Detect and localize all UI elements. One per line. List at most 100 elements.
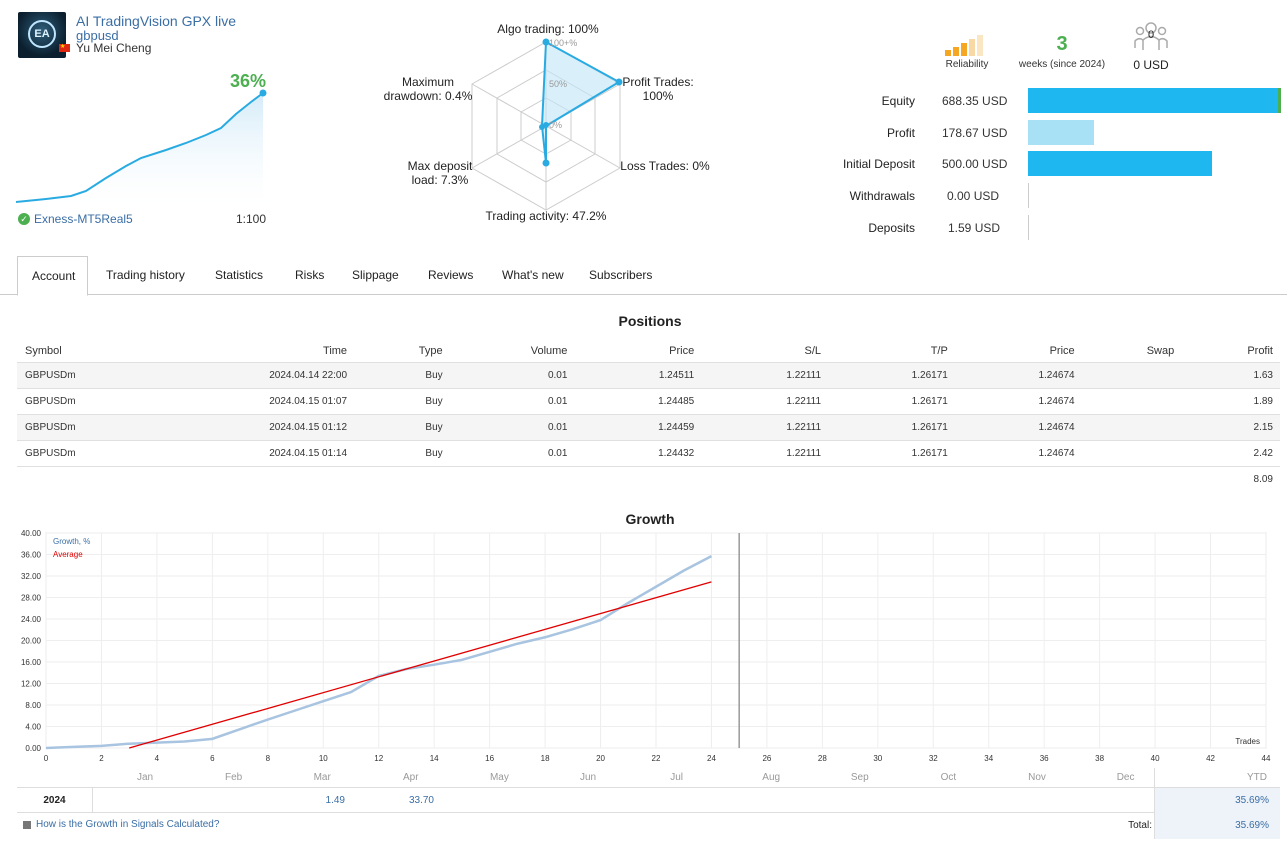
deposits-label: Deposits bbox=[868, 221, 915, 235]
col-symbol[interactable]: Symbol bbox=[25, 344, 62, 357]
position-row: GBPUSDm 2024.04.15 01:07 Buy 0.01 1.24485 1.2… bbox=[17, 387, 1280, 414]
x-tick-label: 8 bbox=[266, 754, 271, 763]
col-swap[interactable]: Swap bbox=[1146, 344, 1175, 357]
x-tick-label: 16 bbox=[485, 754, 494, 763]
x-tick-label: 32 bbox=[929, 754, 938, 763]
broker-link[interactable]: ✓ Exness-MT5Real5 bbox=[18, 212, 133, 226]
cell-current-price: 1.24674 bbox=[947, 439, 1075, 466]
signal-title[interactable]: AI TradingVision GPX live bbox=[76, 13, 237, 29]
x-tick-label: 0 bbox=[44, 754, 49, 763]
total-row: How is the Growth in Signals Calculated?… bbox=[17, 813, 1280, 839]
withdrawals-bar bbox=[1028, 183, 1029, 208]
y-tick-label: 4.00 bbox=[25, 723, 41, 732]
radar-profit-value: 100% bbox=[642, 89, 674, 103]
author-name[interactable]: Yu Mei Cheng bbox=[76, 41, 152, 55]
cell-profit: 2.15 bbox=[1174, 413, 1280, 440]
radar-profit-trades: Profit Trades: 100% bbox=[618, 75, 698, 103]
month-jul: Jul bbox=[670, 772, 683, 783]
initial-deposit-label: Initial Deposit bbox=[842, 157, 915, 171]
year-label: 2024 bbox=[43, 795, 66, 806]
tab-trading-history[interactable]: Trading history bbox=[106, 268, 185, 282]
broker-name[interactable]: Exness-MT5Real5 bbox=[34, 212, 133, 226]
x-axis-label: Trades bbox=[1235, 737, 1260, 746]
tab-statistics[interactable]: Statistics bbox=[215, 268, 264, 282]
positions-header-row: Symbol Time Type Volume Price S/L T/P Pr… bbox=[17, 340, 1280, 362]
tab-account[interactable]: Account bbox=[17, 256, 88, 296]
radar-scale-50: 50% bbox=[549, 79, 567, 89]
cell-current-price: 1.24674 bbox=[947, 361, 1075, 388]
profit-label: Profit bbox=[886, 126, 915, 140]
x-tick-label: 4 bbox=[155, 754, 160, 763]
col-profit[interactable]: Profit bbox=[1247, 344, 1273, 357]
y-tick-label: 32.00 bbox=[21, 572, 42, 581]
cell-symbol: GBPUSDm bbox=[17, 413, 138, 440]
radar-scale-100: 100+% bbox=[549, 38, 577, 48]
month-mar: Mar bbox=[313, 772, 331, 783]
subscribers-icon bbox=[1134, 22, 1168, 50]
radar-profit-label: Profit Trades: bbox=[622, 75, 694, 89]
weeks-number: 3 bbox=[1056, 33, 1068, 55]
cell-symbol: GBPUSDm bbox=[17, 439, 138, 466]
y-tick-label: 12.00 bbox=[21, 680, 42, 689]
cell-swap bbox=[1074, 439, 1175, 466]
total-label: Total: bbox=[1128, 820, 1152, 831]
tab-whats-new[interactable]: What's new bbox=[502, 268, 564, 282]
reliability-label: Reliability bbox=[945, 59, 989, 70]
col-current-price[interactable]: Price bbox=[1049, 344, 1075, 357]
cell-symbol: GBPUSDm bbox=[17, 361, 138, 388]
year-mar-value: 1.49 bbox=[325, 795, 345, 806]
cell-profit: 1.89 bbox=[1174, 387, 1280, 414]
cell-price: 1.24459 bbox=[567, 413, 695, 440]
cell-swap bbox=[1074, 361, 1175, 388]
col-time[interactable]: Time bbox=[323, 344, 348, 357]
radar-loss-trades: Loss Trades: 0% bbox=[620, 159, 710, 173]
cell-price: 1.24432 bbox=[567, 439, 695, 466]
positions-table: Symbol Time Type Volume Price S/L T/P Pr… bbox=[17, 340, 1280, 492]
col-tp[interactable]: T/P bbox=[930, 344, 948, 357]
growth-help-link[interactable]: How is the Growth in Signals Calculated? bbox=[36, 819, 220, 830]
withdrawals-label: Withdrawals bbox=[849, 189, 915, 203]
col-price[interactable]: Price bbox=[669, 344, 695, 357]
y-tick-label: 8.00 bbox=[25, 701, 41, 710]
deposits-bar bbox=[1028, 215, 1029, 240]
month-oct: Oct bbox=[940, 772, 957, 783]
profit-bar bbox=[1028, 120, 1094, 145]
tab-slippage[interactable]: Slippage bbox=[352, 268, 399, 282]
radar-max-deposit-value: load: 7.3% bbox=[411, 173, 469, 187]
y-tick-label: 28.00 bbox=[21, 594, 42, 603]
growth-chart: 0.00 4.00 8.00 12.00 16.00 20.00 24.00 28.00 32.… bbox=[21, 529, 1271, 763]
cell-type: Buy bbox=[347, 439, 443, 466]
col-sl[interactable]: S/L bbox=[804, 344, 822, 357]
y-tick-label: 40.00 bbox=[21, 529, 42, 538]
cell-sl: 1.22111 bbox=[694, 361, 822, 388]
cell-symbol: GBPUSDm bbox=[17, 387, 138, 414]
tab-risks[interactable]: Risks bbox=[295, 268, 325, 282]
cell-type: Buy bbox=[347, 387, 443, 414]
month-nov: Nov bbox=[1028, 772, 1046, 783]
equity-bar bbox=[1028, 88, 1280, 113]
legend-average: Average bbox=[53, 550, 83, 559]
mini-chart-endpoint bbox=[259, 89, 267, 97]
position-row: GBPUSDm 2024.04.14 22:00 Buy 0.01 1.24511 1.2… bbox=[17, 361, 1280, 388]
tab-reviews[interactable]: Reviews bbox=[428, 268, 474, 282]
month-ytd: YTD bbox=[1247, 772, 1267, 783]
tab-subscribers[interactable]: Subscribers bbox=[589, 268, 653, 282]
growth-percent: 36% bbox=[230, 71, 267, 91]
cell-volume: 0.01 bbox=[442, 439, 568, 466]
cell-volume: 0.01 bbox=[442, 361, 568, 388]
total-value: 35.69% bbox=[1235, 820, 1269, 831]
x-tick-label: 30 bbox=[873, 754, 882, 763]
y-tick-label: 36.00 bbox=[21, 551, 42, 560]
col-volume[interactable]: Volume bbox=[530, 344, 568, 357]
radar-activity: Trading activity: 47.2% bbox=[485, 209, 607, 223]
cell-tp: 1.26171 bbox=[821, 439, 948, 466]
deposits-value: 1.59 USD bbox=[948, 221, 1001, 235]
profit-value: 178.67 USD bbox=[942, 126, 1008, 140]
cell-profit: 1.63 bbox=[1174, 361, 1280, 388]
x-tick-label: 12 bbox=[374, 754, 383, 763]
x-tick-label: 2 bbox=[99, 754, 104, 763]
col-type[interactable]: Type bbox=[418, 344, 443, 357]
radar-max-deposit-label: Max deposit bbox=[407, 159, 473, 173]
cell-tp: 1.26171 bbox=[821, 413, 948, 440]
signal-subtitle: gbpusd bbox=[76, 28, 119, 43]
